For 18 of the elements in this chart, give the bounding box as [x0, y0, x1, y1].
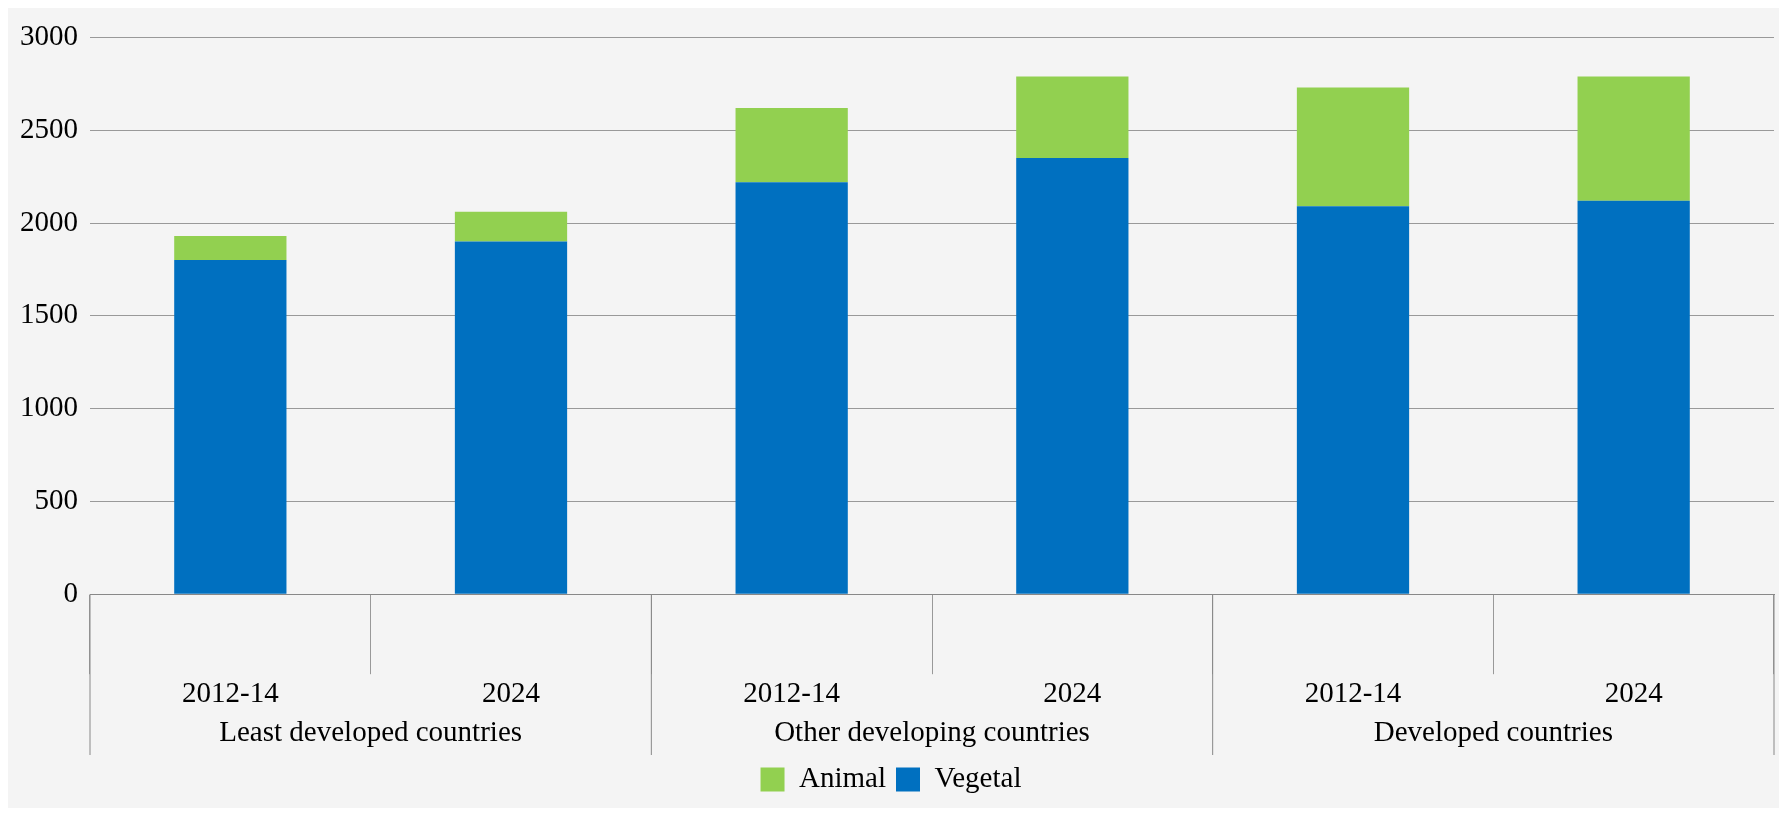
y-tick-label: 500 — [34, 483, 78, 516]
text: Other developing countries — [774, 714, 1090, 747]
x-tick-label: 2024 — [482, 676, 541, 709]
x-tick-label: 2024 — [1043, 676, 1102, 709]
y-tick-label: 1500 — [20, 297, 78, 330]
y-tick-label: 3000 — [20, 19, 78, 52]
x-tick-label: 2012-14 — [1304, 676, 1402, 709]
legend-label: Animal — [799, 761, 887, 794]
text: Least developed countries — [219, 714, 523, 747]
y-tick-label: 0 — [63, 575, 78, 608]
y-tick-label: 1000 — [20, 390, 78, 423]
legend-label: Vegetal — [934, 761, 1022, 794]
text: Developed countries — [1373, 714, 1613, 747]
y-tick-label: 2500 — [20, 111, 78, 144]
x-tick-label: 2012-14 — [182, 676, 280, 709]
x-tick-label: 2012-14 — [743, 676, 841, 709]
x-tick-label: 2024 — [1604, 676, 1664, 709]
y-tick-label: 2000 — [20, 204, 78, 237]
